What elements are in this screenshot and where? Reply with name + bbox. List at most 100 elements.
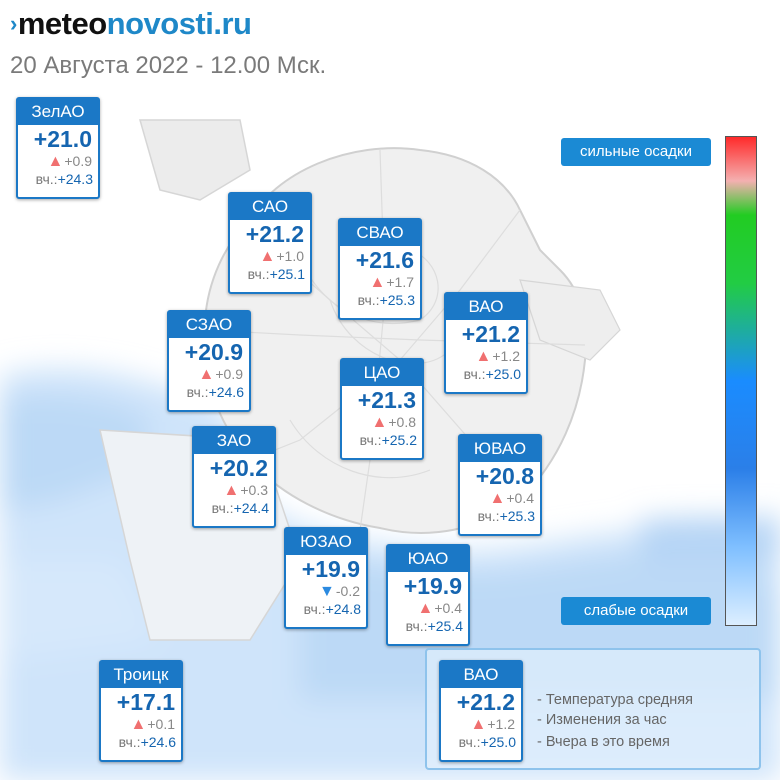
yesterday-value: +24.8 bbox=[325, 601, 361, 617]
district-temp: +20.9 bbox=[184, 339, 243, 365]
trend-icon: ▲ bbox=[130, 716, 147, 733]
district-temp: +21.2 bbox=[461, 321, 520, 347]
hourly-change: ▲+0.4 bbox=[460, 490, 540, 507]
district-name: СЗАО bbox=[169, 312, 249, 338]
site-logo[interactable]: ›meteonovosti.ru bbox=[10, 6, 252, 42]
hourly-change-value: +0.1 bbox=[147, 716, 175, 732]
hourly-change: ▲+0.1 bbox=[101, 716, 181, 733]
yesterday-value: +24.6 bbox=[140, 734, 176, 750]
district-name: ВАО bbox=[441, 662, 521, 688]
hourly-change: ▲+0.9 bbox=[169, 366, 249, 383]
yesterday-label: вч.: bbox=[463, 366, 486, 382]
trend-icon: ▲ bbox=[198, 366, 215, 383]
yesterday-temp: вч.:+25.0 bbox=[446, 365, 526, 383]
legend-hourly-change: - Изменения за час bbox=[537, 712, 667, 728]
yesterday-value: +25.4 bbox=[427, 618, 463, 634]
yesterday-temp: вч.:+25.1 bbox=[230, 265, 310, 283]
district-card-troitsk[interactable]: Троицк +17.1 ▲+0.1 вч.:+24.6 bbox=[99, 660, 183, 762]
hourly-change-value: +1.2 bbox=[487, 716, 515, 732]
district-temp: +20.8 bbox=[475, 463, 534, 489]
yesterday-temp: вч.:+24.8 bbox=[286, 600, 366, 618]
trend-icon: ▲ bbox=[371, 414, 388, 431]
hourly-change-value: +0.9 bbox=[64, 153, 92, 169]
hourly-change-value: +0.9 bbox=[215, 366, 243, 382]
hourly-change-value: +0.4 bbox=[434, 600, 462, 616]
yesterday-value: +25.3 bbox=[379, 292, 415, 308]
east-area bbox=[519, 279, 621, 361]
district-temp: +21.2 bbox=[456, 689, 515, 715]
hourly-change-value: +1.2 bbox=[492, 348, 520, 364]
trend-icon: ▲ bbox=[259, 248, 276, 265]
heavy-precipitation-label: сильные осадки bbox=[561, 138, 711, 166]
district-card-szao[interactable]: СЗАО +20.9 ▲+0.9 вч.:+24.6 bbox=[167, 310, 251, 412]
hourly-change-value: +1.7 bbox=[386, 274, 414, 290]
district-name: САО bbox=[230, 194, 310, 220]
precipitation-scale-bar bbox=[725, 136, 757, 626]
district-card-zao[interactable]: ЗАО +20.2 ▲+0.3 вч.:+24.4 bbox=[192, 426, 276, 528]
yesterday-label: вч.: bbox=[405, 618, 428, 634]
hourly-change-value: +0.8 bbox=[388, 414, 416, 430]
yesterday-label: вч.: bbox=[477, 508, 500, 524]
district-temp: +19.9 bbox=[403, 573, 462, 599]
hourly-change: ▲+0.8 bbox=[342, 414, 422, 431]
trend-icon: ▲ bbox=[417, 600, 434, 617]
legend-yesterday: - Вчера в это время bbox=[537, 734, 670, 750]
district-temp: +20.2 bbox=[209, 455, 268, 481]
chevron-double-icon: › bbox=[10, 11, 17, 36]
hourly-change-value: -0.2 bbox=[335, 583, 360, 599]
yesterday-value: +25.0 bbox=[485, 366, 521, 382]
hourly-change: ▲+0.4 bbox=[388, 600, 468, 617]
district-temp: +21.2 bbox=[245, 221, 304, 247]
yesterday-value: +25.3 bbox=[499, 508, 535, 524]
light-precipitation-label: слабые осадки bbox=[561, 597, 711, 625]
hourly-change: ▲+1.2 bbox=[441, 716, 521, 733]
legend-panel: ВАО +21.2 ▲+1.2 вч.:+25.0 - Температура … bbox=[425, 648, 761, 770]
brand-name-part1: meteo bbox=[17, 6, 107, 41]
district-card-zelao[interactable]: ЗелАО +21.0 ▲+0.9 вч.:+24.3 bbox=[16, 97, 100, 199]
district-name: ЗелАО bbox=[18, 99, 98, 125]
yesterday-value: +24.4 bbox=[233, 500, 269, 516]
trend-icon: ▲ bbox=[475, 348, 492, 365]
trend-icon: ▲ bbox=[470, 716, 487, 733]
yesterday-value: +24.3 bbox=[57, 171, 93, 187]
yesterday-value: +25.0 bbox=[480, 734, 516, 750]
trend-icon: ▲ bbox=[369, 274, 386, 291]
yesterday-temp: вч.:+24.4 bbox=[194, 499, 274, 517]
hourly-change-value: +1.0 bbox=[276, 248, 304, 264]
hourly-change: ▼-0.2 bbox=[286, 583, 366, 600]
yesterday-value: +25.1 bbox=[269, 266, 305, 282]
district-name: Троицк bbox=[101, 662, 181, 688]
district-card-vao[interactable]: ВАО +21.2 ▲+1.2 вч.:+25.0 bbox=[444, 292, 528, 394]
district-name: ЮАО bbox=[388, 546, 468, 572]
yesterday-value: +24.6 bbox=[208, 384, 244, 400]
yesterday-label: вч.: bbox=[35, 171, 58, 187]
zelenograd-area bbox=[139, 119, 251, 201]
yesterday-value: +25.2 bbox=[381, 432, 417, 448]
yesterday-label: вч.: bbox=[359, 432, 382, 448]
district-temp: +21.0 bbox=[33, 126, 92, 152]
hourly-change: ▲+1.2 bbox=[446, 348, 526, 365]
district-card-sao[interactable]: САО +21.2 ▲+1.0 вч.:+25.1 bbox=[228, 192, 312, 294]
yesterday-temp: вч.:+25.0 bbox=[441, 733, 521, 751]
district-card-cao[interactable]: ЦАО +21.3 ▲+0.8 вч.:+25.2 bbox=[340, 358, 424, 460]
trend-icon: ▲ bbox=[223, 482, 240, 499]
yesterday-temp: вч.:+25.3 bbox=[340, 291, 420, 309]
hourly-change-value: +0.4 bbox=[506, 490, 534, 506]
district-name: ЦАО bbox=[342, 360, 422, 386]
district-card-svao[interactable]: СВАО +21.6 ▲+1.7 вч.:+25.3 bbox=[338, 218, 422, 320]
legend-avg-temp: - Температура средняя bbox=[537, 692, 693, 708]
yesterday-label: вч.: bbox=[357, 292, 380, 308]
yesterday-label: вч.: bbox=[458, 734, 481, 750]
hourly-change: ▲+0.9 bbox=[18, 153, 98, 170]
district-card-yuao[interactable]: ЮАО +19.9 ▲+0.4 вч.:+25.4 bbox=[386, 544, 470, 646]
hourly-change-value: +0.3 bbox=[240, 482, 268, 498]
brand-name-part2: novosti.ru bbox=[106, 6, 252, 41]
district-name: СВАО bbox=[340, 220, 420, 246]
yesterday-temp: вч.:+24.3 bbox=[18, 170, 98, 188]
district-card-yuvao[interactable]: ЮВАО +20.8 ▲+0.4 вч.:+25.3 bbox=[458, 434, 542, 536]
district-temp: +21.6 bbox=[355, 247, 414, 273]
district-card-yuzao[interactable]: ЮЗАО +19.9 ▼-0.2 вч.:+24.8 bbox=[284, 527, 368, 629]
yesterday-label: вч.: bbox=[303, 601, 326, 617]
hourly-change: ▲+0.3 bbox=[194, 482, 274, 499]
district-temp: +19.9 bbox=[301, 556, 360, 582]
